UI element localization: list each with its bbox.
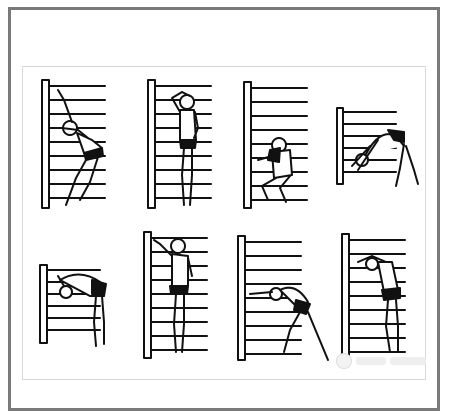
- figure: [257, 137, 293, 203]
- watermark-logo-icon: [336, 353, 352, 369]
- illustration-panel: [22, 66, 426, 380]
- wall-bars: [143, 231, 208, 359]
- figure: [57, 89, 104, 206]
- watermark-mark: [390, 357, 426, 365]
- watermark-mark: [356, 357, 386, 365]
- panel-2: [147, 79, 212, 209]
- figure: [171, 91, 199, 206]
- panel-3: [243, 81, 308, 209]
- figure: [153, 238, 193, 353]
- panel-6: [143, 231, 208, 359]
- panel-7: [237, 235, 329, 361]
- wall-bars: [39, 264, 101, 344]
- panel-4: [336, 107, 419, 187]
- figure: [355, 255, 401, 353]
- panel-8: [341, 233, 406, 361]
- wall-bars: [237, 235, 302, 361]
- wall-bars: [243, 81, 308, 209]
- wall-bars: [41, 79, 106, 209]
- watermark: [336, 350, 432, 372]
- panel-1: [41, 79, 106, 209]
- figure: [351, 129, 419, 187]
- panel-5: [39, 264, 107, 347]
- figure: [57, 273, 107, 347]
- figure: [249, 286, 329, 361]
